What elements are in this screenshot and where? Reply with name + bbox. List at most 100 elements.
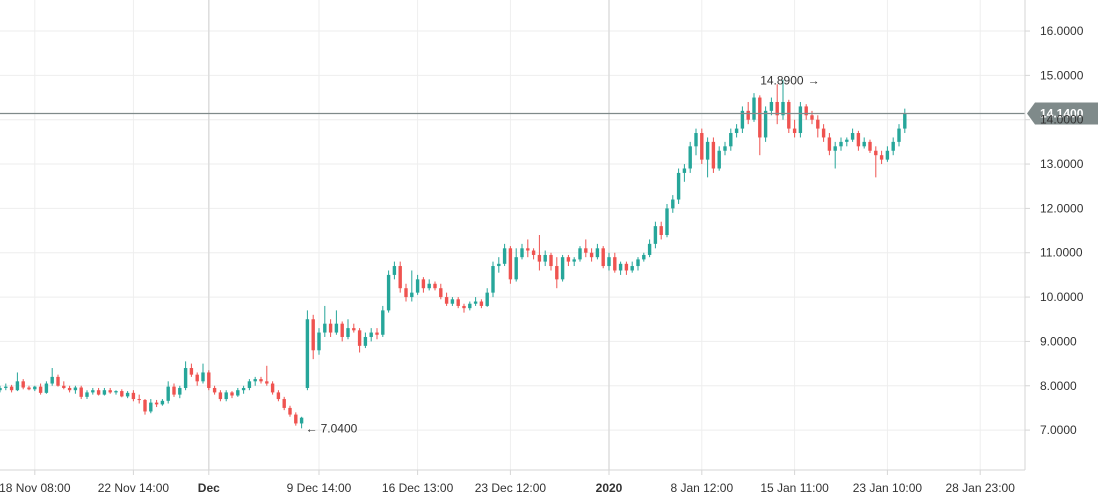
candle-body	[230, 392, 234, 396]
candle-body	[775, 101, 779, 116]
axes: 7.0000 8.0000 9.0000 10.0000 11.0000 12.0000 1…	[0, 0, 1084, 495]
candle	[729, 128, 733, 151]
candle	[299, 416, 304, 429]
candle-body	[154, 402, 159, 405]
x-tick-label: 9 Dec 14:00	[287, 481, 352, 495]
candle	[334, 310, 339, 335]
candle-body	[91, 390, 95, 393]
candle-body	[874, 150, 878, 156]
candle-body	[212, 387, 217, 393]
candle-body	[236, 390, 240, 396]
candle	[27, 385, 31, 391]
candle-body	[102, 390, 107, 395]
candle-body	[73, 387, 78, 391]
y-tick-label: 13.0000	[1040, 157, 1084, 171]
candle	[265, 365, 269, 386]
candle-body	[821, 128, 826, 138]
y-tick-label: 10.0000	[1040, 290, 1084, 304]
candle	[357, 328, 362, 353]
candle-body	[682, 168, 687, 173]
y-tick-label: 16.0000	[1040, 24, 1084, 38]
candle-body	[653, 226, 658, 244]
candle	[717, 146, 721, 171]
candle	[456, 297, 460, 309]
candle	[601, 246, 605, 269]
candle-body	[746, 110, 750, 120]
candle	[172, 383, 176, 397]
candle-body	[787, 101, 791, 129]
candle-body	[305, 319, 310, 388]
candle-body	[752, 97, 756, 120]
y-tick-label: 7.0000	[1040, 423, 1077, 437]
candle-body	[810, 115, 814, 120]
candle	[897, 124, 901, 147]
candle	[531, 248, 536, 260]
candle-body	[856, 133, 861, 147]
candle	[433, 281, 437, 291]
candle	[439, 283, 443, 300]
candle-body	[50, 376, 54, 384]
candle	[624, 261, 629, 275]
candle	[79, 385, 83, 400]
vertical-markers	[208, 0, 610, 470]
current-price-line: 14.1400	[0, 102, 1098, 125]
candle-body	[444, 297, 449, 304]
candle-body	[224, 392, 228, 400]
candle-body	[183, 368, 188, 388]
candle-body	[15, 381, 20, 391]
candle-body	[253, 379, 257, 382]
candle-body	[613, 257, 617, 271]
candle	[903, 108, 907, 134]
candle-body	[218, 392, 223, 400]
candles	[0, 79, 907, 429]
candle-body	[207, 372, 211, 388]
candle	[67, 385, 72, 393]
candle	[665, 203, 669, 238]
candle-body	[595, 248, 600, 258]
candle-body	[560, 257, 565, 280]
candle	[549, 252, 553, 271]
candle-body	[734, 128, 739, 134]
candle	[450, 297, 455, 306]
candle	[584, 239, 588, 258]
candle	[398, 261, 402, 293]
candle	[328, 319, 333, 337]
candle	[392, 261, 397, 280]
candle	[700, 128, 704, 165]
candle	[769, 97, 774, 116]
candle-body	[276, 392, 281, 400]
candle-body	[584, 248, 588, 253]
candle-body	[903, 113, 907, 129]
candle-body	[531, 250, 536, 255]
candle-body	[543, 254, 547, 262]
grid	[0, 0, 1025, 470]
candle-body	[346, 328, 350, 337]
candle	[653, 221, 658, 249]
candle	[479, 299, 484, 309]
candle	[369, 328, 373, 342]
price-annotation: → 14.8900	[760, 73, 819, 87]
candle	[195, 372, 199, 386]
candle-body	[676, 172, 681, 200]
candle-body	[166, 386, 170, 401]
candle-body	[462, 305, 466, 309]
candle	[212, 385, 217, 395]
candle-body	[294, 414, 298, 424]
candle-body	[642, 254, 646, 260]
candle-body	[711, 141, 716, 169]
candle	[73, 385, 78, 394]
candle	[201, 363, 205, 384]
candle	[143, 399, 147, 415]
candle-body	[131, 392, 136, 400]
candle-body	[386, 274, 391, 311]
candle	[491, 261, 495, 298]
annotation-arrow: ←	[306, 421, 318, 435]
candle-body	[804, 106, 808, 116]
candle-body	[479, 301, 484, 306]
y-tick-label: 9.0000	[1040, 334, 1077, 348]
candle-body	[288, 407, 292, 415]
candle-body	[647, 243, 652, 255]
candle	[137, 394, 141, 404]
candle	[642, 252, 646, 262]
